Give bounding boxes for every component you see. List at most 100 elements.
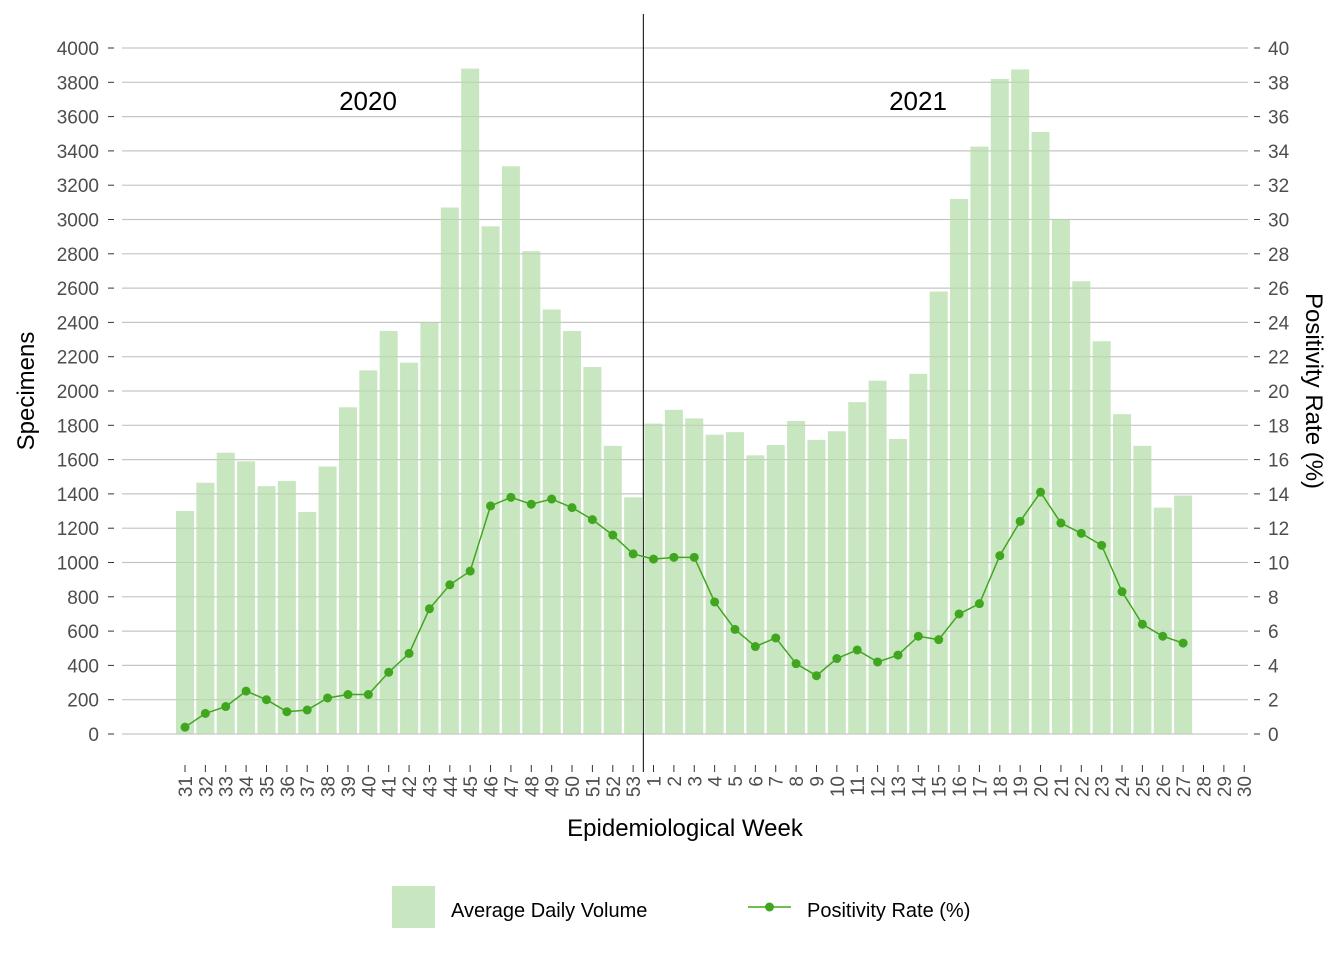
left-tick-label-1800: 1800	[57, 416, 99, 437]
x-tick-label-33: 33	[217, 776, 238, 797]
point-49	[547, 494, 557, 504]
x-tick-label-45: 45	[461, 776, 482, 797]
bar-14	[909, 373, 928, 734]
bar-15	[929, 291, 948, 734]
x-tick-label-21: 21	[1052, 776, 1073, 797]
point-12	[873, 657, 883, 667]
point-52	[608, 530, 618, 540]
x-tick-label-11: 11	[848, 776, 869, 796]
point-19	[1015, 516, 1025, 526]
bar-47	[501, 166, 520, 734]
right-tick-label-38: 38	[1268, 73, 1289, 94]
x-tick-label-49: 49	[543, 776, 564, 797]
bar-42	[400, 362, 419, 734]
bar-38	[318, 466, 337, 734]
point-34	[241, 686, 251, 696]
x-tick-label-1: 1	[645, 776, 666, 787]
right-tick-label-16: 16	[1268, 451, 1289, 472]
x-tick-label-2: 2	[665, 776, 686, 787]
legend: Average Daily Volume Positivity Rate (%)	[392, 886, 970, 928]
bar-2	[664, 409, 683, 734]
bar-16	[950, 198, 969, 735]
x-tick-label-23: 23	[1093, 776, 1114, 797]
x-tick-label-14: 14	[909, 776, 930, 798]
point-51	[587, 515, 597, 525]
x-tick-label-52: 52	[604, 776, 625, 797]
bar-43	[420, 322, 439, 734]
left-tick-label-0: 0	[88, 725, 99, 746]
right-tick-label-8: 8	[1268, 588, 1279, 609]
right-tick-label-4: 4	[1268, 656, 1279, 677]
right-tick-label-24: 24	[1268, 313, 1290, 334]
x-tick-label-40: 40	[359, 776, 380, 797]
bar-17	[970, 146, 989, 735]
point-23	[1097, 540, 1107, 550]
year-label-2021: 2021	[889, 86, 947, 116]
bar-9	[807, 439, 826, 734]
x-tick-label-27: 27	[1174, 776, 1195, 797]
x-tick-label-6: 6	[746, 776, 767, 787]
x-tick-label-53: 53	[624, 776, 645, 797]
x-tick-label-35: 35	[257, 776, 278, 797]
point-31	[180, 722, 190, 732]
point-35	[261, 695, 271, 705]
x-tick-label-12: 12	[869, 776, 890, 797]
point-5	[730, 624, 740, 634]
legend-bar-label: Average Daily Volume	[451, 900, 647, 922]
bar-53	[624, 497, 643, 734]
right-tick-label-28: 28	[1268, 245, 1289, 266]
left-tick-label-3600: 3600	[57, 108, 99, 129]
bar-50	[563, 330, 582, 734]
left-tick-label-200: 200	[67, 691, 99, 712]
x-tick-label-9: 9	[807, 776, 828, 787]
bar-52	[603, 445, 622, 734]
x-tick-label-13: 13	[889, 776, 910, 797]
x-tick-label-4: 4	[706, 776, 727, 787]
point-16	[954, 609, 964, 619]
bar-18	[990, 78, 1009, 735]
point-1	[649, 554, 659, 564]
point-44	[445, 580, 455, 590]
point-7	[771, 633, 781, 643]
left-tick-label-2200: 2200	[57, 348, 99, 369]
right-tick-label-36: 36	[1268, 108, 1289, 129]
left-tick-label-4000: 4000	[57, 39, 99, 60]
point-43	[424, 604, 434, 614]
left-tick-label-3400: 3400	[57, 142, 99, 163]
x-tick-label-16: 16	[950, 776, 971, 797]
y-axis-right-title: Positivity Rate (%)	[1300, 293, 1327, 489]
x-tick-label-48: 48	[522, 776, 543, 797]
left-tick-label-3000: 3000	[57, 211, 99, 232]
bar-20	[1031, 132, 1050, 734]
point-32	[200, 708, 210, 718]
bar-39	[338, 407, 357, 734]
x-tick-label-41: 41	[380, 776, 401, 797]
bar-21	[1051, 219, 1070, 734]
point-21	[1056, 518, 1066, 528]
point-14	[913, 631, 923, 641]
bar-35	[257, 486, 276, 734]
point-26	[1158, 631, 1168, 641]
x-tick-label-43: 43	[420, 776, 441, 797]
x-tick-label-42: 42	[400, 776, 421, 797]
right-tick-label-26: 26	[1268, 279, 1289, 300]
right-tick-label-6: 6	[1268, 622, 1279, 643]
point-8	[791, 659, 801, 669]
x-axis-title: Epidemiological Week	[567, 815, 804, 842]
right-tick-label-2: 2	[1268, 691, 1279, 712]
point-48	[526, 499, 536, 509]
right-tick-label-30: 30	[1268, 211, 1289, 232]
x-tick-label-38: 38	[319, 776, 340, 797]
bar-6	[746, 455, 765, 734]
x-tick-label-34: 34	[237, 776, 258, 798]
left-tick-label-1000: 1000	[57, 554, 99, 575]
x-tick-label-50: 50	[563, 776, 584, 797]
bar-49	[542, 309, 561, 734]
x-tick-label-22: 22	[1072, 776, 1093, 797]
right-tick-label-34: 34	[1268, 142, 1290, 163]
bar-12	[868, 380, 887, 734]
bar-41	[379, 330, 398, 734]
point-27	[1178, 638, 1188, 648]
point-9	[811, 671, 821, 681]
